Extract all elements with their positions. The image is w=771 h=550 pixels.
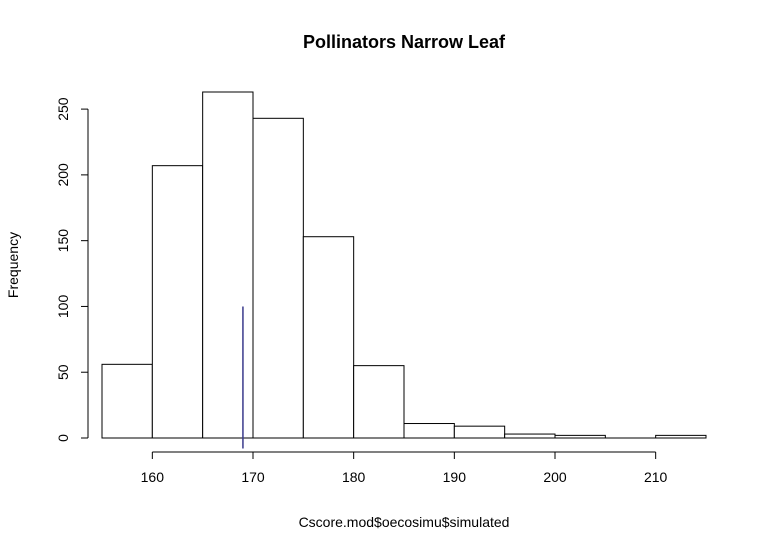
histogram-bar (453, 425, 506, 439)
x-tick-label: 170 (241, 469, 265, 485)
histogram-bar (151, 165, 204, 439)
x-axis-label: Cscore.mod$oecosimu$simulated (299, 514, 510, 530)
y-tick-label: 0 (55, 434, 71, 442)
histogram-bar (202, 91, 254, 439)
histogram-bar (504, 433, 556, 439)
x-axis: 160 170 180 190 200 210 (141, 451, 668, 485)
x-tick-label: 180 (342, 469, 366, 485)
x-tick-label: 190 (443, 469, 467, 485)
y-axis: 0 50 100 150 200 250 (55, 97, 89, 442)
histogram-bar (353, 365, 405, 439)
y-tick-label: 200 (55, 163, 71, 187)
y-axis-label: Frequency (5, 232, 21, 298)
x-tick-label: 200 (543, 469, 567, 485)
y-tick-label: 250 (55, 97, 71, 121)
histogram-bar (403, 423, 455, 439)
histogram-bar (252, 117, 304, 439)
x-tick-label: 210 (644, 469, 668, 485)
y-tick-label: 150 (55, 229, 71, 253)
histogram-bar (655, 434, 707, 439)
histogram-bar (554, 434, 606, 439)
histogram-bar (101, 363, 153, 439)
x-tick-label: 160 (141, 469, 165, 485)
chart-title: Pollinators Narrow Leaf (303, 32, 506, 52)
y-tick-label: 50 (55, 364, 71, 380)
bars-group (101, 91, 707, 439)
histogram-bar (302, 236, 355, 439)
y-tick-label: 100 (55, 295, 71, 319)
